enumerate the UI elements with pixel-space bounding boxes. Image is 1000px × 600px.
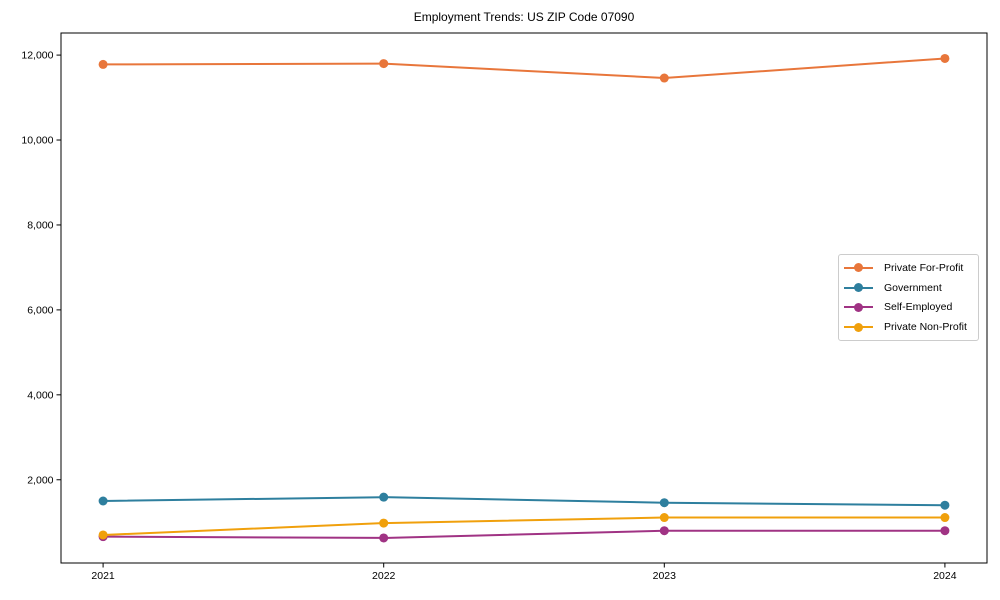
x-tick-label: 2023 xyxy=(653,570,677,582)
data-point-private-for-profit-2021 xyxy=(98,59,108,69)
legend-item-private-non-profit: Private Non-Profit xyxy=(844,318,972,336)
chart-title: Employment Trends: US ZIP Code 07090 xyxy=(413,10,635,24)
data-point-private-for-profit-2023 xyxy=(659,73,669,83)
y-tick-label: 8,000 xyxy=(27,219,53,231)
data-point-private-non-profit-2022 xyxy=(379,518,389,528)
data-point-self-employed-2023 xyxy=(659,526,669,536)
data-point-government-2022 xyxy=(379,492,389,502)
data-point-private-non-profit-2021 xyxy=(98,530,108,540)
legend-label: Self-Employed xyxy=(884,301,953,314)
data-point-private-for-profit-2024 xyxy=(940,53,950,63)
legend-label: Private Non-Profit xyxy=(884,321,967,334)
series-line-government xyxy=(102,496,946,507)
data-point-government-2024 xyxy=(940,500,950,510)
data-point-self-employed-2024 xyxy=(940,526,950,536)
legend-item-private-for-profit: Private For-Profit xyxy=(844,259,972,277)
data-point-government-2021 xyxy=(98,496,108,506)
legend-item-self-employed: Self-Employed xyxy=(844,298,972,316)
legend: Private For-Profit Government Self-Emplo… xyxy=(838,254,979,341)
y-tick-label: 2,000 xyxy=(27,474,53,486)
legend-line-marker-icon xyxy=(844,283,873,293)
data-point-private-non-profit-2024 xyxy=(940,513,950,523)
y-tick-label: 10,000 xyxy=(21,135,53,147)
x-tick-label: 2024 xyxy=(933,570,957,582)
x-tick-label: 2022 xyxy=(372,570,396,582)
legend-label: Private For-Profit xyxy=(884,261,964,274)
y-tick-label: 12,000 xyxy=(21,50,53,62)
series-line-private-non-profit xyxy=(102,516,946,536)
y-tick-label: 4,000 xyxy=(27,389,53,401)
plot-border xyxy=(60,32,988,564)
series-line-self-employed xyxy=(102,529,946,539)
legend-label: Government xyxy=(884,281,942,294)
y-tick-label: 6,000 xyxy=(27,304,53,316)
data-point-self-employed-2022 xyxy=(379,533,389,543)
series-line-private-for-profit xyxy=(102,57,946,80)
data-point-private-for-profit-2022 xyxy=(379,59,389,69)
legend-line-marker-icon xyxy=(844,263,873,273)
legend-line-marker-icon xyxy=(844,322,873,332)
legend-item-government: Government xyxy=(844,279,972,297)
data-point-government-2023 xyxy=(659,498,669,508)
legend-line-marker-icon xyxy=(844,302,873,312)
x-tick-label: 2021 xyxy=(91,570,115,582)
data-point-private-non-profit-2023 xyxy=(659,513,669,523)
